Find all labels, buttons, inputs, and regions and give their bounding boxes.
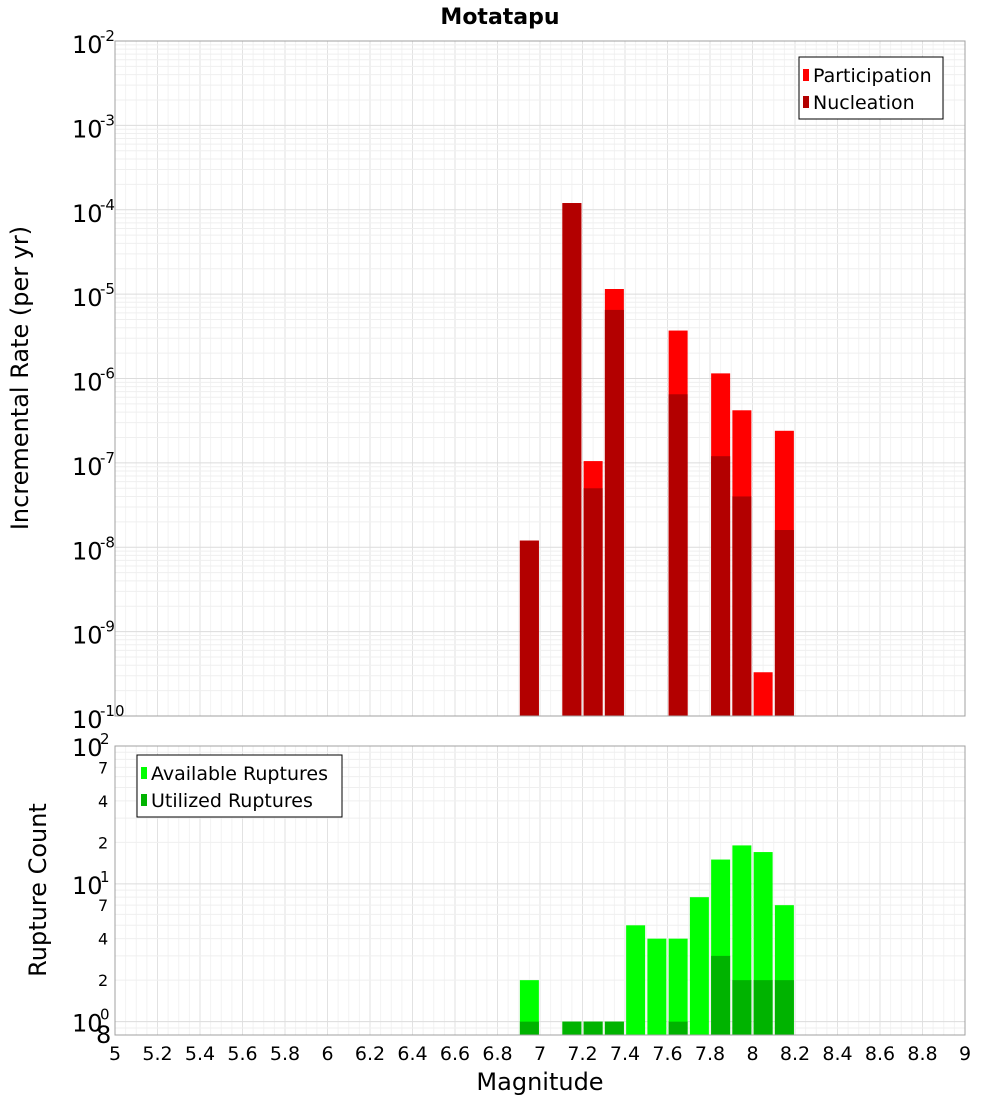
x-tick-label: 8.8: [907, 1043, 937, 1065]
x-tick-label: 6.4: [397, 1043, 427, 1065]
x-tick-label: 8.2: [780, 1043, 810, 1065]
bottom-y-minor-tick-label: 8: [96, 1021, 111, 1049]
bottom-y-tick-base: 10: [72, 872, 103, 900]
top-y-axis-label: Incremental Rate (per yr): [6, 226, 34, 530]
x-tick-label: 6: [321, 1043, 333, 1065]
bottom-legend-swatch: [141, 767, 147, 779]
top-legend-swatch: [803, 96, 809, 108]
top-plot-border: [114, 40, 966, 717]
bottom-bar-utilized-ruptures: [562, 1021, 582, 1035]
x-tick-label: 6.8: [482, 1043, 512, 1065]
top-y-tick-exponent: -5: [100, 280, 115, 298]
bottom-legend-swatch: [141, 794, 147, 806]
bottom-y-tick-base: 10: [72, 734, 103, 762]
x-tick-label: 7: [534, 1043, 546, 1065]
bottom-bar-utilized-ruptures: [732, 980, 752, 1035]
top-y-tick-base: 10: [72, 31, 103, 59]
bottom-legend-label: Available Ruptures: [151, 763, 328, 785]
bottom-bar-available-ruptures: [519, 980, 539, 1035]
top-bar-nucleation: [583, 488, 603, 716]
top-y-tick-exponent: -7: [100, 449, 115, 467]
bottom-y-minor-tick-label: 7: [98, 896, 108, 915]
top-y-tick-base: 10: [72, 200, 103, 228]
top-y-tick-exponent: -4: [100, 196, 115, 214]
bottom-bar-available-ruptures: [626, 925, 646, 1035]
x-tick-label: 7.6: [652, 1043, 682, 1065]
top-legend-swatch: [803, 69, 809, 81]
top-y-tick-base: 10: [72, 622, 103, 650]
bottom-bar-utilized-ruptures: [774, 980, 794, 1035]
bottom-bar-available-ruptures: [647, 938, 667, 1035]
bottom-y-minor-tick-label: 4: [98, 792, 108, 811]
top-y-tick-base: 10: [72, 453, 103, 481]
top-y-tick-exponent: -10: [100, 702, 125, 720]
bottom-y-tick-exponent: 1: [100, 868, 110, 886]
top-legend-label: Nucleation: [813, 92, 915, 114]
top-bar-nucleation: [519, 540, 539, 716]
top-bar-nucleation: [711, 456, 731, 716]
top-bar-nucleation: [604, 309, 624, 716]
top-y-tick-base: 10: [72, 369, 103, 397]
top-y-tick-exponent: -8: [100, 533, 115, 551]
bottom-plot-border: [114, 745, 966, 1036]
bottom-bar-available-ruptures: [689, 897, 709, 1035]
top-bar-participation: [753, 672, 773, 716]
bottom-y-minor-tick-label: 4: [98, 930, 108, 949]
x-tick-label: 6.2: [355, 1043, 385, 1065]
bottom-bar-utilized-ruptures: [604, 1021, 624, 1035]
x-tick-label: 5: [109, 1043, 121, 1065]
bottom-y-axis-label: Rupture Count: [24, 803, 52, 977]
chart-title: Motatapu: [440, 5, 559, 30]
top-y-tick-base: 10: [72, 115, 103, 143]
x-tick-label: 7.2: [567, 1043, 597, 1065]
bottom-bar-utilized-ruptures: [519, 1021, 539, 1035]
top-plot-area: 10-1010-910-810-710-610-510-410-310-2Par…: [72, 27, 966, 734]
x-tick-label: 8: [746, 1043, 758, 1065]
x-tick-label: 9: [959, 1043, 971, 1065]
top-y-tick-exponent: -2: [100, 27, 115, 45]
top-y-tick-base: 10: [72, 537, 103, 565]
x-tick-label: 6.6: [440, 1043, 470, 1065]
top-bar-nucleation: [732, 496, 752, 716]
bottom-y-minor-tick-label: 2: [98, 833, 108, 852]
bottom-legend: [136, 754, 343, 818]
bottom-bar-utilized-ruptures: [753, 980, 773, 1035]
bottom-bar-utilized-ruptures: [711, 955, 731, 1035]
top-bar-nucleation: [562, 203, 582, 716]
x-tick-label: 5.2: [142, 1043, 172, 1065]
bottom-y-tick-base: 10: [72, 1010, 103, 1038]
x-tick-label: 7.4: [610, 1043, 640, 1065]
bottom-bar-utilized-ruptures: [668, 1021, 688, 1035]
x-tick-label: 5.4: [185, 1043, 215, 1065]
top-bar-nucleation: [668, 394, 688, 716]
top-legend-label: Participation: [813, 65, 932, 87]
x-tick-label: 5.8: [270, 1043, 300, 1065]
top-y-tick-exponent: -3: [100, 111, 115, 129]
bottom-y-minor-tick-label: 7: [98, 758, 108, 777]
top-y-tick-base: 10: [72, 284, 103, 312]
x-tick-label: 8.4: [822, 1043, 852, 1065]
x-tick-label: 7.8: [695, 1043, 725, 1065]
top-bar-nucleation: [774, 530, 794, 716]
bottom-bar-utilized-ruptures: [583, 1021, 603, 1035]
top-legend: [798, 56, 944, 120]
top-y-tick-base: 10: [72, 706, 103, 734]
x-tick-label: 8.6: [865, 1043, 895, 1065]
bottom-y-minor-tick-label: 2: [98, 971, 108, 990]
bottom-y-tick-exponent: 2: [100, 730, 110, 748]
x-axis-label: Magnitude: [476, 1068, 603, 1096]
bottom-y-tick-exponent: 0: [100, 1006, 110, 1024]
top-y-tick-exponent: -9: [100, 618, 115, 636]
top-y-tick-exponent: -6: [100, 365, 115, 383]
bottom-bar-available-ruptures: [668, 938, 688, 1035]
bottom-legend-label: Utilized Ruptures: [151, 790, 313, 812]
x-tick-label: 5.6: [227, 1043, 257, 1065]
